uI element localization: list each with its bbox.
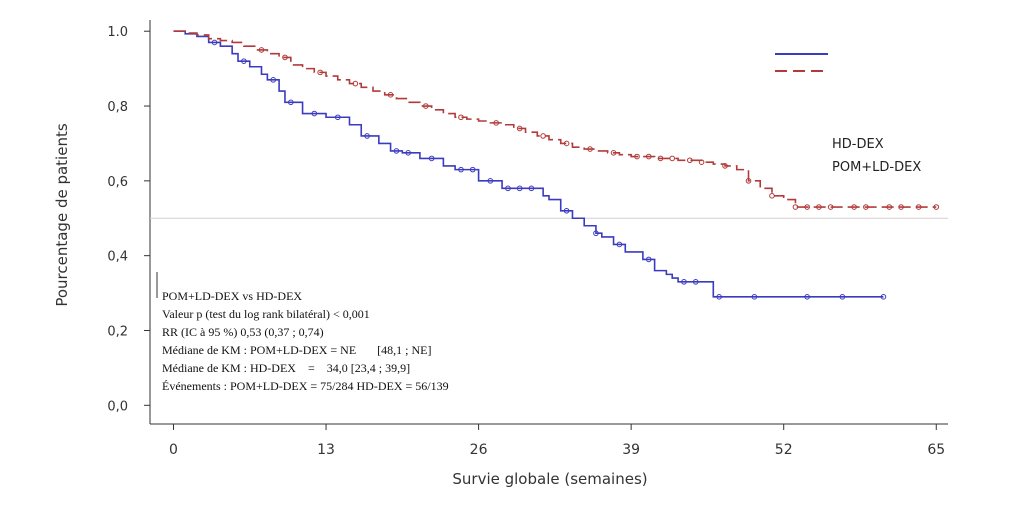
censor-mark (681, 279, 687, 285)
censor-mark (563, 207, 570, 214)
y-tick-label: 0,8 (107, 100, 128, 115)
tick-labels: 0 13 26 39 52 65 0,0 0,2 0,4 0,6 0,8 1.0 (107, 25, 945, 458)
x-tick-label: 39 (622, 442, 640, 458)
censor-mark (211, 39, 218, 46)
censor-mark (458, 166, 464, 173)
annotation-line: Médiane de KM : HD-DEX = 34,0 [23,4 ; 39… (162, 361, 410, 375)
x-tick-label: 13 (317, 442, 335, 458)
censor-mark (657, 155, 664, 162)
legend: HD-DEX POM+LD-DEX (775, 53, 921, 175)
annotation-line: Médiane de KM : POM+LD-DEX = NE [48,1 ; … (162, 343, 432, 357)
censor-mark (816, 204, 822, 210)
y-tick-label: 1.0 (107, 25, 128, 40)
censor-mark (610, 149, 617, 156)
censor-mark (645, 256, 652, 263)
censor-mark (863, 204, 869, 210)
censor-mark (722, 163, 728, 169)
censor-mark (270, 77, 277, 83)
series-line-hd-dex (173, 30, 884, 298)
censor-mark (669, 155, 676, 162)
censor-mark (352, 80, 359, 87)
censor-mark (716, 294, 722, 300)
y-tick-label: 0,4 (107, 250, 128, 265)
censor-mark (839, 294, 846, 300)
censor-marks (211, 39, 940, 300)
censor-mark (804, 294, 810, 300)
annotation-box: POM+LD-DEX vs HD-DEX Valeur p (test du l… (156, 272, 449, 393)
censor-mark (587, 146, 593, 152)
x-tick-label: 52 (775, 442, 793, 458)
censor-mark (422, 103, 429, 109)
censor-mark (364, 133, 370, 139)
censor-mark (487, 178, 494, 184)
series-line-pom-ld-dex (173, 30, 937, 208)
censor-mark (458, 114, 464, 121)
censor-mark (258, 47, 265, 53)
censor-mark (241, 58, 247, 64)
censor-mark (393, 148, 400, 154)
censor-mark (334, 114, 341, 121)
censor-mark (898, 204, 904, 210)
censor-mark (516, 185, 523, 192)
censor-mark (469, 166, 476, 173)
censor-mark (645, 153, 652, 160)
x-tick-label: 65 (927, 442, 945, 458)
y-tick-label: 0,6 (107, 175, 128, 190)
censor-mark (804, 204, 810, 210)
annotation-line: POM+LD-DEX vs HD-DEX (162, 289, 302, 303)
censor-mark (563, 140, 570, 147)
censor-mark (540, 133, 546, 139)
censor-mark (769, 193, 775, 199)
censor-mark (493, 120, 499, 126)
legend-label-hd-dex: HD-DEX (832, 137, 884, 152)
censor-mark (505, 185, 511, 192)
axes (144, 20, 948, 430)
censor-mark (282, 54, 288, 61)
censor-mark (687, 157, 693, 164)
censor-mark (933, 204, 940, 210)
censor-mark (311, 110, 318, 117)
censor-mark (915, 204, 922, 210)
x-tick-label: 26 (470, 442, 488, 458)
censor-mark (880, 294, 887, 300)
censor-mark (827, 204, 834, 210)
annotation-line: Événements : POM+LD-DEX = 75/284 HD-DEX … (162, 379, 449, 393)
legend-label-pom: POM+LD-DEX (832, 160, 921, 175)
censor-mark (405, 149, 411, 156)
censor-mark (692, 279, 699, 285)
censor-mark (634, 153, 640, 160)
annotation-line: Valeur p (test du log rank bilatéral) < … (162, 307, 370, 321)
censor-mark (288, 99, 294, 106)
y-tick-label: 0,2 (107, 324, 128, 339)
censor-mark (428, 155, 435, 162)
censor-mark (593, 230, 599, 237)
annotation-line: RR (IC à 95 %) 0,53 (0,37 ; 0,74) (162, 325, 324, 339)
censor-mark (698, 159, 705, 165)
censor-mark (317, 69, 323, 76)
censor-mark (387, 92, 394, 98)
censor-mark (616, 241, 623, 248)
y-tick-label: 0,0 (107, 399, 128, 414)
censor-mark (751, 294, 758, 300)
censor-mark (745, 178, 752, 184)
censor-mark (886, 204, 893, 210)
censor-mark (851, 204, 857, 210)
censor-mark (792, 204, 799, 210)
y-axis-title: Pourcentage de patients (53, 123, 71, 307)
x-tick-label: 0 (169, 442, 178, 458)
censor-mark (528, 185, 535, 192)
x-axis-title: Survie globale (semaines) (452, 470, 647, 488)
censor-mark (516, 125, 523, 132)
